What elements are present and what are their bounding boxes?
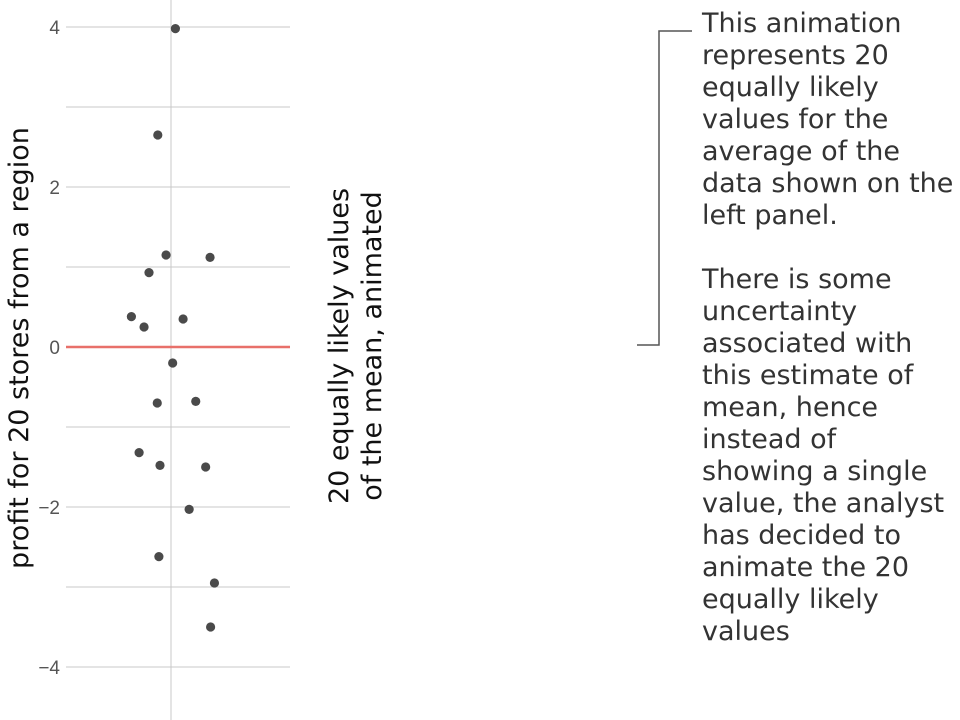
data-point	[209, 578, 220, 588]
y-tick-label: −2	[38, 498, 60, 519]
data-point	[152, 398, 162, 408]
data-point	[178, 314, 188, 324]
y-tick-label: −4	[38, 658, 60, 679]
panel-label-line-2: of the mean, animated	[357, 191, 388, 501]
data-point	[134, 448, 144, 458]
data-point	[170, 24, 180, 34]
y-tick-label: 4	[49, 18, 60, 39]
data-point	[161, 250, 171, 260]
y-tick-labels: 4 2 0 −2 −4	[38, 18, 60, 679]
y-tick-label: 0	[49, 338, 60, 359]
data-point	[168, 358, 178, 368]
data-points	[126, 24, 220, 632]
annotation-paragraph-1: This animation represents 20 equally lik…	[702, 8, 954, 231]
data-point	[205, 252, 215, 262]
data-point	[184, 504, 194, 514]
data-point	[126, 312, 136, 322]
data-point	[155, 460, 165, 470]
gridlines	[66, 26, 290, 668]
data-point	[201, 462, 211, 472]
data-point	[139, 322, 149, 332]
data-point	[206, 622, 216, 632]
annotation-text: This animation represents 20 equally lik…	[702, 8, 954, 648]
data-point	[154, 552, 164, 562]
annotation-paragraph-2: There is some uncertainty associated wit…	[702, 264, 945, 647]
y-tick-label: 2	[49, 178, 60, 199]
data-point	[153, 130, 163, 140]
data-point	[191, 396, 201, 406]
data-point	[144, 268, 154, 278]
y-axis-title: profit for 20 stores from a region	[4, 127, 35, 569]
panel-label-line-1: 20 equally likely values	[324, 188, 355, 504]
